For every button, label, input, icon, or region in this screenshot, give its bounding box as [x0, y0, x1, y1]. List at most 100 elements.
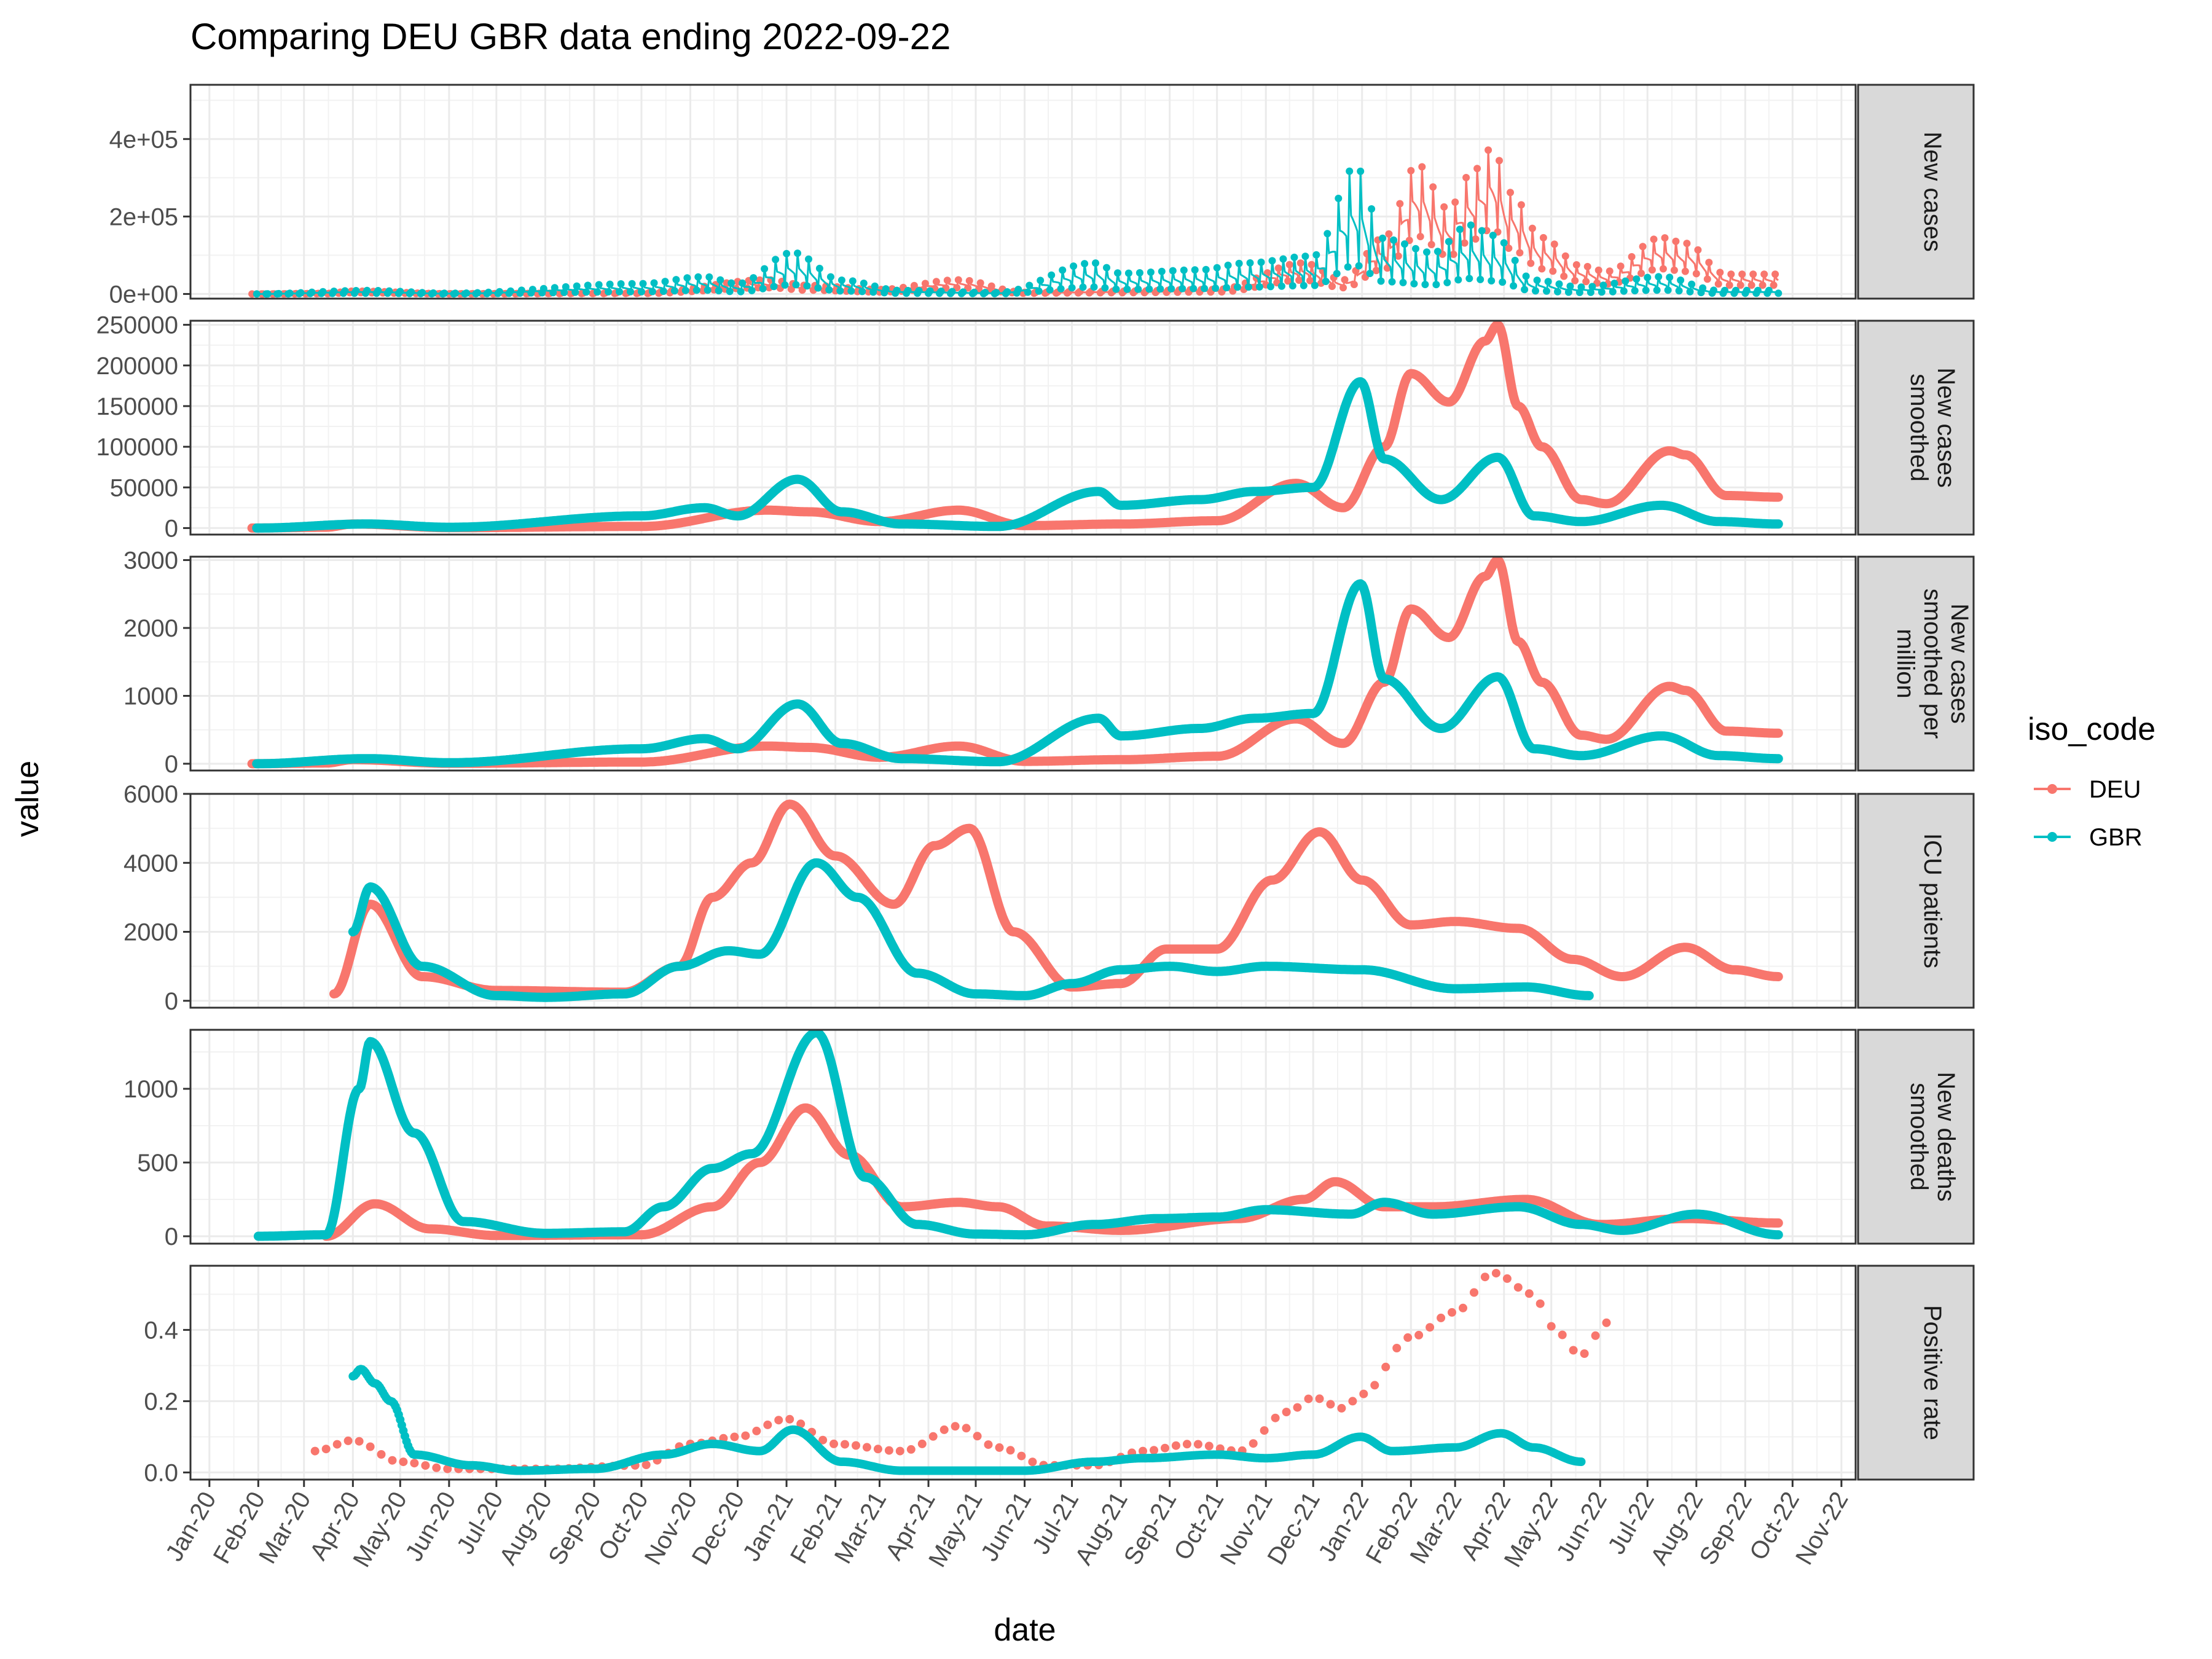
y-tick-label: 500 — [137, 1150, 178, 1177]
point-deu — [906, 1445, 916, 1454]
strip-background — [1857, 320, 1975, 536]
panel-border — [189, 555, 1857, 772]
point-deu — [1348, 1397, 1357, 1406]
point-deu — [1359, 1389, 1368, 1398]
point-deu — [366, 1442, 375, 1451]
point-deu — [332, 1440, 342, 1449]
y-tick-label: 0.2 — [144, 1388, 178, 1415]
point-deu — [1524, 1289, 1534, 1298]
y-tick-label: 50000 — [110, 474, 178, 501]
point-deu — [1150, 1446, 1158, 1455]
point-deu — [310, 1446, 320, 1456]
point-deu — [884, 1446, 893, 1455]
y-tick-label: 1000 — [124, 1076, 178, 1103]
point-deu — [1470, 1288, 1478, 1297]
point-deu — [641, 1461, 651, 1469]
line-deu — [329, 799, 1783, 998]
series-gbr — [252, 377, 1783, 533]
point-deu — [852, 1441, 860, 1450]
chart-title: Comparing DEU GBR data ending 2022-09-22 — [190, 16, 951, 57]
panel-series — [247, 321, 1783, 533]
point-deu — [841, 1440, 849, 1449]
y-tick-label: 4000 — [124, 850, 178, 877]
point-deu — [1569, 1346, 1578, 1355]
series-deu — [329, 799, 1783, 998]
strip-background — [1857, 793, 1975, 1009]
point-deu — [1426, 1323, 1435, 1332]
point-deu — [443, 1464, 452, 1473]
point-deu — [343, 1436, 353, 1445]
strip-background — [1857, 1029, 1975, 1245]
point-deu — [1591, 1331, 1600, 1340]
legend-key-point — [2047, 784, 2057, 794]
point-deu — [1193, 1440, 1202, 1449]
point-deu — [1558, 1330, 1567, 1339]
strip-label: New cases — [1919, 131, 1946, 252]
point-deu — [984, 1440, 993, 1449]
y-tick-label: 0e+00 — [109, 281, 178, 308]
point-deu — [1602, 1318, 1611, 1327]
y-tick-label: 100000 — [96, 434, 178, 461]
strip-label: million — [1892, 629, 1919, 698]
point-deu — [1381, 1362, 1390, 1371]
strip-label: ICU patients — [1919, 833, 1946, 968]
y-tick-label: 0 — [165, 1223, 178, 1250]
legend-title: iso_code — [2028, 712, 2155, 747]
y-tick-label: 2000 — [124, 919, 178, 946]
line-gbr — [348, 858, 1594, 1002]
point-deu — [1182, 1440, 1191, 1449]
strip-background — [1857, 555, 1975, 772]
point-deu — [1249, 1439, 1258, 1448]
panel-4: 0 2000 4000 6000 ICU patients — [124, 781, 1975, 1015]
point-deu — [995, 1443, 1004, 1452]
series-gbr — [348, 1365, 1586, 1475]
point-deu — [399, 1457, 408, 1467]
point-deu — [1392, 1344, 1402, 1352]
panel-background — [190, 1030, 1856, 1244]
point-deu — [741, 1431, 750, 1440]
point-deu — [1161, 1443, 1169, 1453]
point-deu — [410, 1459, 419, 1468]
series-gbr — [253, 167, 1783, 298]
y-tick-label: 3000 — [124, 547, 178, 575]
y-tick-label: 150000 — [96, 393, 178, 420]
strip-background — [1857, 1265, 1975, 1481]
strip-label: smoothed — [1905, 1083, 1932, 1191]
point-deu — [1204, 1441, 1214, 1451]
panel-background — [190, 85, 1856, 299]
panel-background — [190, 794, 1856, 1008]
point-deu — [973, 1432, 982, 1441]
y-tick-label: 1000 — [124, 683, 178, 710]
line-gbr — [256, 171, 1779, 295]
strip-label: Positive rate — [1919, 1305, 1946, 1440]
legend: iso_code DEU GBR — [2028, 712, 2155, 851]
point-deu — [962, 1424, 971, 1433]
panel-series — [310, 1269, 1611, 1475]
point-deu — [1271, 1413, 1280, 1422]
point-deu — [1513, 1283, 1523, 1292]
point-deu — [1260, 1426, 1269, 1435]
legend-label: DEU — [2089, 776, 2141, 803]
strip-label: New cases — [1932, 367, 1959, 488]
point-deu — [774, 1416, 783, 1425]
point-deu — [1480, 1273, 1489, 1282]
point-deu — [1326, 1400, 1335, 1409]
series-gbr — [348, 858, 1594, 1002]
strip-background — [1857, 84, 1975, 300]
panel-1: 0e+00 2e+05 4e+05 New cases — [109, 84, 1975, 308]
panel-background — [190, 1266, 1856, 1480]
y-tick-label: 0 — [165, 751, 178, 778]
point-deu — [432, 1463, 441, 1472]
point-deu — [1337, 1403, 1346, 1413]
panel-series — [253, 1030, 1783, 1241]
point-deu — [1139, 1446, 1147, 1456]
point-deu — [830, 1439, 838, 1448]
point-deu — [377, 1450, 386, 1459]
point-deu — [1414, 1330, 1424, 1339]
strip-label: New deaths — [1932, 1072, 1959, 1201]
panel-2: 0 50000 100000 150000 200000 250000 New casess… — [96, 312, 1975, 542]
